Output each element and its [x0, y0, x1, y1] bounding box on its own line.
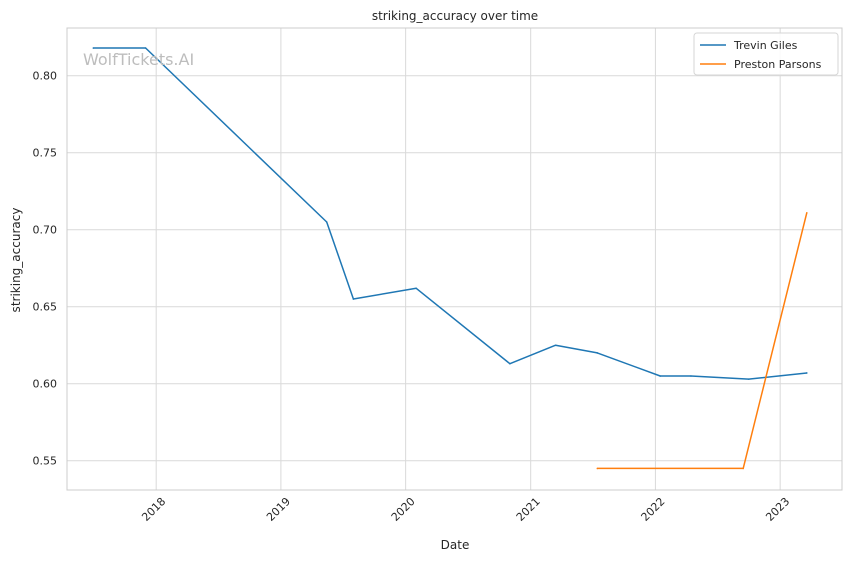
- data-point-trevin-giles: [509, 362, 511, 365]
- data-point-trevin-giles: [415, 287, 418, 290]
- series-line-trevin-giles: [93, 47, 807, 380]
- data-point-trevin-giles: [144, 47, 147, 49]
- data-point-trevin-giles: [325, 221, 328, 223]
- legend-label-preston-parsons: Preston Parsons: [734, 58, 822, 71]
- data-point-preston-parsons: [742, 467, 745, 470]
- watermark-text: WolfTickets.AI: [83, 50, 194, 69]
- chart-title: striking_accuracy over time: [372, 9, 538, 23]
- y-tick-labels: 0.55 0.60 0.65 0.70 0.75 0.80: [33, 70, 58, 468]
- x-tick-label: 2023: [763, 495, 792, 524]
- x-axis-label: Date: [441, 538, 470, 552]
- data-point-preston-parsons: [596, 467, 599, 470]
- y-tick-label: 0.80: [33, 70, 58, 83]
- series-line-preston-parsons: [597, 212, 808, 470]
- y-tick-label: 0.70: [33, 224, 58, 237]
- y-tick-label: 0.60: [33, 378, 58, 391]
- legend-box: [693, 32, 839, 76]
- data-point-trevin-giles: [806, 372, 808, 374]
- y-tick-label: 0.75: [33, 147, 58, 160]
- y-gridlines: [67, 75, 842, 462]
- x-gridlines: [155, 28, 781, 490]
- y-axis-label: striking_accuracy: [9, 208, 23, 313]
- data-point-trevin-giles: [596, 352, 599, 354]
- legend: Trevin Giles Preston Parsons: [693, 32, 839, 76]
- data-point-preston-parsons: [806, 212, 808, 214]
- data-point-trevin-giles: [747, 378, 750, 380]
- data-point-trevin-giles: [352, 298, 355, 300]
- data-point-trevin-giles: [659, 375, 662, 377]
- data-point-trevin-giles: [92, 47, 95, 49]
- x-tick-label: 2019: [264, 495, 293, 524]
- x-tick-label: 2020: [389, 495, 418, 524]
- x-tick-labels: 2018 2019 2020 2021 2022 2023: [139, 495, 792, 524]
- plot-area-frame: [66, 27, 843, 491]
- y-tick-label: 0.55: [33, 455, 58, 468]
- x-tick-label: 2022: [639, 495, 668, 524]
- x-tick-label: 2018: [139, 495, 168, 524]
- data-point-trevin-giles: [554, 344, 557, 347]
- series-lines: [92, 47, 808, 470]
- x-tick-label: 2021: [514, 495, 543, 524]
- data-point-trevin-giles: [690, 375, 692, 377]
- legend-label-trevin-giles: Trevin Giles: [733, 39, 798, 52]
- y-tick-label: 0.65: [33, 301, 58, 314]
